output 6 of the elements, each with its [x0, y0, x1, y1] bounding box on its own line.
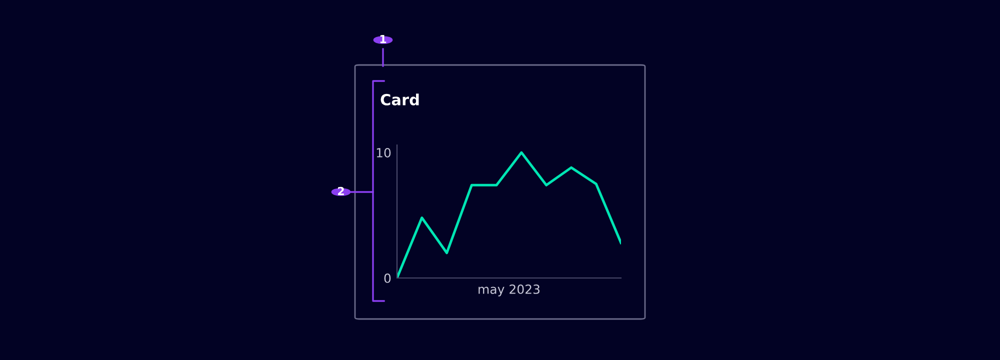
y-tick-label: 10 — [376, 148, 391, 158]
chart-title: Card — [380, 94, 419, 106]
text: 1 — [380, 34, 386, 44]
y-tick-label: 0 — [384, 273, 391, 283]
text: 2 — [338, 186, 344, 196]
x-axis-title: may 2023 — [478, 284, 540, 296]
